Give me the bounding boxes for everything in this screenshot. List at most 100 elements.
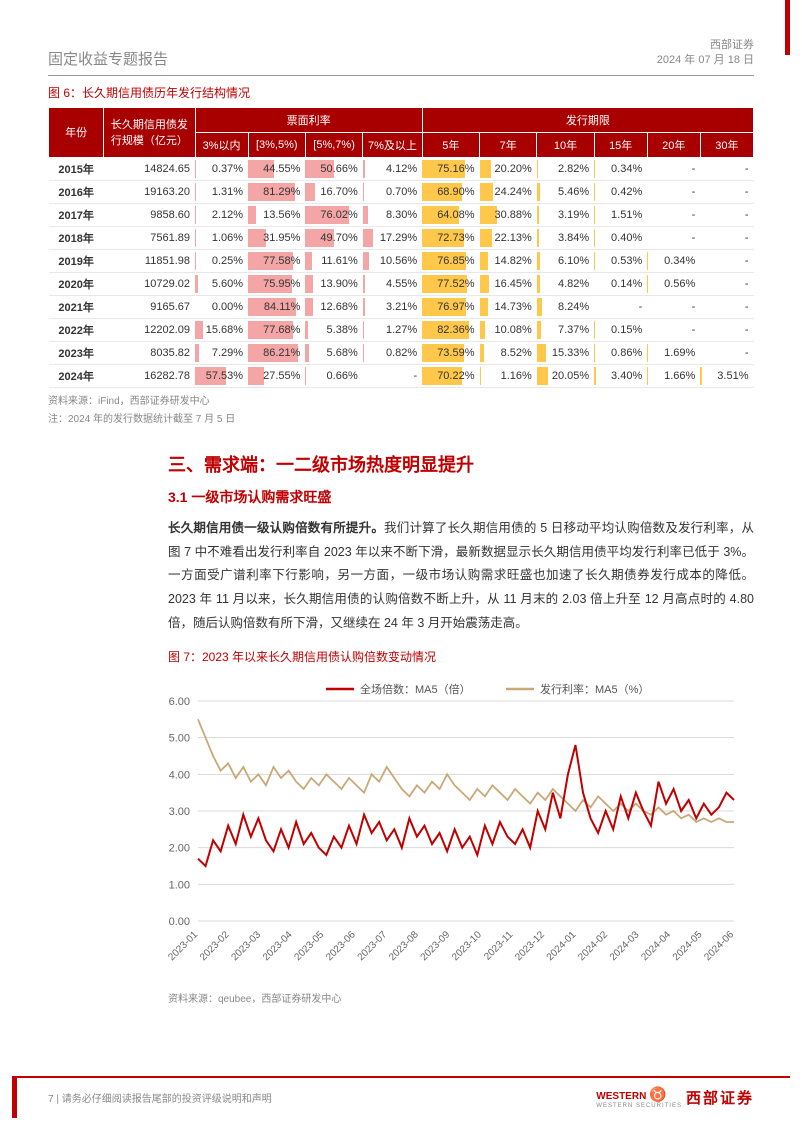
cell-term: 64.08% [422, 203, 479, 226]
cell-coupon: 1.27% [363, 318, 422, 341]
cell-term: 0.40% [594, 226, 647, 249]
cell-term: - [647, 203, 700, 226]
cell-year: 2022年 [49, 318, 104, 341]
th-scale: 长久期信用债发行规模（亿元） [104, 107, 195, 157]
cell-term: - [700, 180, 753, 203]
svg-text:1.00: 1.00 [169, 879, 190, 891]
cell-term: - [700, 226, 753, 249]
th-term-sub: 15年 [594, 132, 647, 157]
cell-scale: 7561.89 [104, 226, 195, 249]
logo-main: 西部证券 [686, 1087, 754, 1108]
cell-term: 72.73% [422, 226, 479, 249]
th-term-sub: 5年 [422, 132, 479, 157]
fig6-table: 年份长久期信用债发行规模（亿元）票面利率发行期限3%以内[3%,5%)[5%,7… [48, 107, 754, 388]
cell-term: 15.33% [537, 341, 594, 364]
table-row: 2016年19163.201.31%81.29%16.70%0.70%68.90… [49, 180, 754, 203]
cell-coupon: 10.56% [363, 249, 422, 272]
footer-page: 7 [48, 1094, 54, 1105]
section3-heading: 三、需求端：一二级市场热度明显提升 [168, 451, 754, 477]
table-row: 2020年10729.025.60%75.95%13.90%4.55%77.52… [49, 272, 754, 295]
svg-text:2023-04: 2023-04 [261, 929, 295, 963]
cell-year: 2017年 [49, 203, 104, 226]
cell-scale: 16282.78 [104, 364, 195, 387]
cell-term: 0.14% [594, 272, 647, 295]
cell-coupon: 1.06% [195, 226, 248, 249]
fig7-chart-wrap: 0.001.002.003.004.005.006.002023-012023-… [48, 671, 754, 986]
svg-text:2023-12: 2023-12 [513, 929, 547, 963]
cell-coupon: 0.82% [363, 341, 422, 364]
cell-coupon: 13.56% [248, 203, 305, 226]
header-meta: 西部证券 2024 年 07 月 18 日 [657, 38, 754, 69]
cell-coupon: 50.66% [305, 157, 362, 180]
para1-rest: 我们计算了长久期信用债的 5 日移动平均认购倍数及发行利率，从图 7 中不难看出… [168, 521, 754, 630]
table-row: 2023年8035.827.29%86.21%5.68%0.82%73.59%8… [49, 341, 754, 364]
cell-term: 14.82% [480, 249, 537, 272]
cell-term: - [700, 249, 753, 272]
cell-coupon: 5.38% [305, 318, 362, 341]
cell-term: - [647, 295, 700, 318]
cell-term: - [647, 157, 700, 180]
svg-text:2023-03: 2023-03 [229, 929, 263, 963]
svg-text:0.00: 0.00 [169, 916, 190, 928]
cell-term: 3.19% [537, 203, 594, 226]
cell-term: 1.16% [480, 364, 537, 387]
cell-coupon: 2.12% [195, 203, 248, 226]
cell-coupon: - [363, 364, 422, 387]
cell-year: 2024年 [49, 364, 104, 387]
page-footer: 7 | 请务必仔细阅读报告尾部的投资评级说明和声明 WESTERN ♉ WEST… [48, 1086, 754, 1109]
cell-term: 1.66% [647, 364, 700, 387]
svg-text:6.00: 6.00 [169, 696, 190, 708]
cell-coupon: 44.55% [248, 157, 305, 180]
cell-term: 3.51% [700, 364, 753, 387]
th-term-sub: 20年 [647, 132, 700, 157]
svg-text:发行利率：MA5（%）: 发行利率：MA5（%） [540, 682, 649, 696]
svg-text:2023-11: 2023-11 [482, 929, 516, 963]
cell-term: - [700, 318, 753, 341]
svg-text:2024-03: 2024-03 [608, 929, 642, 963]
cell-scale: 9858.60 [104, 203, 195, 226]
cell-term: - [647, 318, 700, 341]
svg-text:2024-01: 2024-01 [545, 929, 579, 963]
svg-text:2024-05: 2024-05 [671, 929, 705, 963]
svg-text:2.00: 2.00 [169, 842, 190, 854]
svg-text:2024-06: 2024-06 [702, 929, 736, 963]
svg-text:5.00: 5.00 [169, 732, 190, 744]
th-term: 发行期限 [422, 107, 753, 132]
logo-sub: WESTERN SECURITIES [596, 1103, 682, 1109]
table-row: 2015年14824.650.37%44.55%50.66%4.12%75.16… [49, 157, 754, 180]
table-row: 2017年9858.602.12%13.56%76.02%8.30%64.08%… [49, 203, 754, 226]
cell-term: 24.24% [480, 180, 537, 203]
footer-logo: WESTERN ♉ WESTERN SECURITIES 西部证券 [596, 1086, 754, 1109]
cell-year: 2018年 [49, 226, 104, 249]
svg-text:2023-02: 2023-02 [198, 929, 232, 963]
cell-term: - [700, 341, 753, 364]
cell-term: - [647, 226, 700, 249]
cell-coupon: 57.53% [195, 364, 248, 387]
svg-text:2023-08: 2023-08 [387, 929, 421, 963]
cell-coupon: 49.70% [305, 226, 362, 249]
cell-term: 0.56% [647, 272, 700, 295]
cell-coupon: 81.29% [248, 180, 305, 203]
svg-text:全场倍数：MA5（倍）: 全场倍数：MA5（倍） [360, 682, 471, 696]
cell-term: 77.52% [422, 272, 479, 295]
cell-term: 0.86% [594, 341, 647, 364]
cell-term: 10.08% [480, 318, 537, 341]
cell-term: - [700, 157, 753, 180]
cell-coupon: 7.29% [195, 341, 248, 364]
table-row: 2019年11851.980.25%77.58%11.61%10.56%76.8… [49, 249, 754, 272]
fig6-title: 图 6：长久期信用债历年发行结构情况 [48, 84, 754, 101]
cell-term: - [594, 295, 647, 318]
cell-coupon: 0.66% [305, 364, 362, 387]
cell-term: 16.45% [480, 272, 537, 295]
cell-scale: 19163.20 [104, 180, 195, 203]
cell-term: 20.05% [537, 364, 594, 387]
th-coupon-sub: [3%,5%) [248, 132, 305, 157]
cell-term: 8.52% [480, 341, 537, 364]
fig6-table-wrap: 年份长久期信用债发行规模（亿元）票面利率发行期限3%以内[3%,5%)[5%,7… [48, 107, 754, 388]
logo-mark: WESTERN [596, 1091, 646, 1102]
svg-text:2023-09: 2023-09 [419, 929, 453, 963]
cell-year: 2019年 [49, 249, 104, 272]
cell-term: - [700, 295, 753, 318]
cell-term: 5.46% [537, 180, 594, 203]
cell-term: 0.34% [647, 249, 700, 272]
